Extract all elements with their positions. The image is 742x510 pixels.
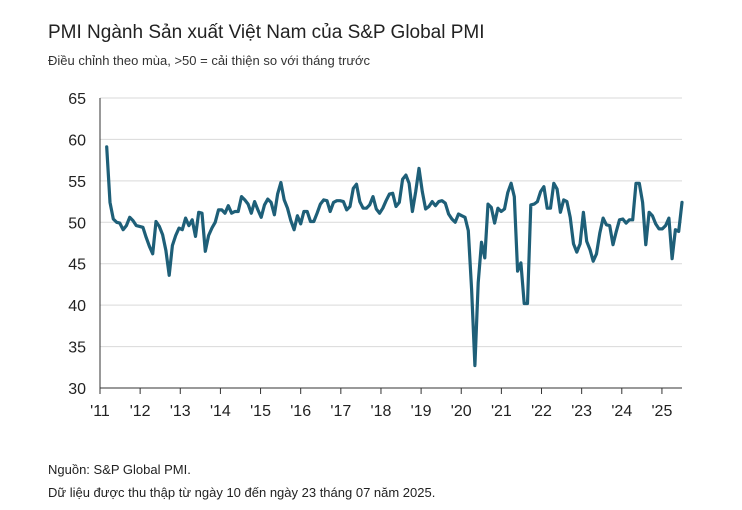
x-tick-label: '12 [130,403,151,420]
x-tick-label: '16 [290,403,311,420]
x-tick-label: '25 [652,403,673,420]
y-tick-label: 45 [68,257,86,274]
x-tick-label: '15 [250,403,271,420]
pmi-series-line [105,145,684,368]
x-tick-label: '17 [330,403,351,420]
x-tick-label: '24 [611,403,632,420]
y-tick-label: 30 [68,381,86,398]
x-tick-label: '20 [451,403,472,420]
x-tick-label: '22 [531,403,552,420]
x-tick-label: '18 [371,403,392,420]
y-tick-label: 60 [68,132,86,149]
y-tick-label: 40 [68,298,86,315]
chart-subtitle: Điều chỉnh theo mùa, >50 = cải thiện so … [48,53,371,68]
series-layer [105,145,684,368]
y-tick-label: 55 [68,174,86,191]
x-tick-labels: '11 '12 '13 '14 '15 '16 '17 '18 '19 '20 '21 '22 '23 '… [90,403,672,420]
x-tick-label: '23 [571,403,592,420]
grid-lines [100,97,682,348]
x-tick-label: '11 [90,403,110,420]
y-tick-label: 35 [68,340,86,357]
x-tick-label: '13 [170,403,191,420]
x-tick-label: '14 [210,403,231,420]
y-tick-label: 50 [68,215,86,232]
axes [99,98,682,394]
y-tick-labels: 30 35 40 45 50 55 60 65 [68,91,86,398]
data-collection-note: Dữ liệu được thu thập từ ngày 10 đến ngà… [48,485,436,500]
x-tick-label: '19 [411,403,432,420]
x-tick-label: '21 [491,403,512,420]
chart-title: PMI Ngành Sản xuất Việt Nam của S&P Glob… [48,22,485,43]
source-note: Nguồn: S&P Global PMI. [48,462,191,477]
y-tick-label: 65 [68,91,86,108]
